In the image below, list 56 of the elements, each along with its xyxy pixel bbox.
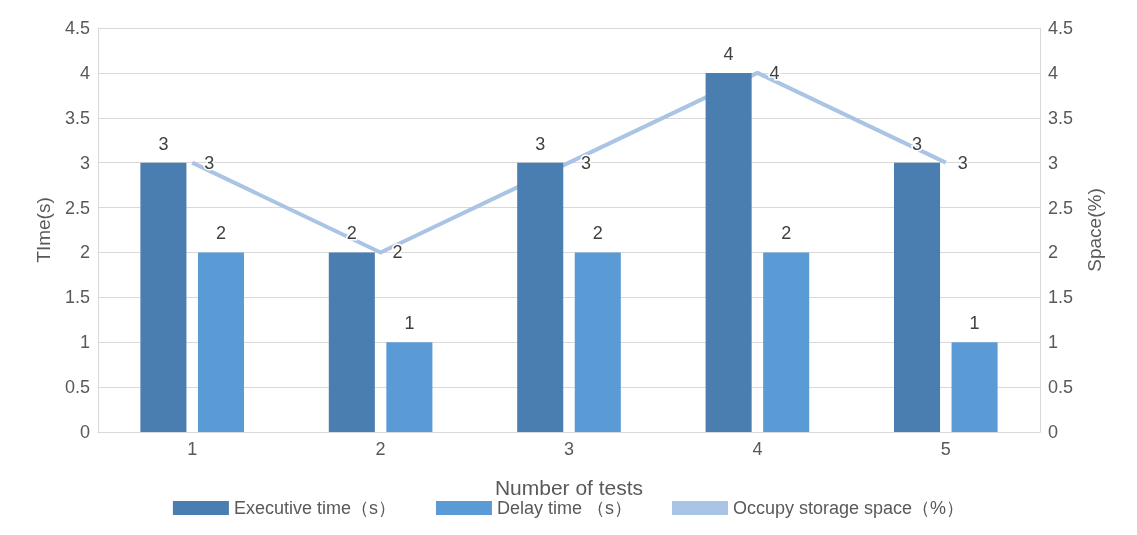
bar (328, 252, 375, 432)
y2-axis-title: Space(%) (1084, 188, 1105, 272)
data-label: 2 (346, 223, 357, 244)
y2-tick-label: 3.5 (1048, 107, 1074, 128)
bar (197, 252, 245, 432)
y-tick-label: 0 (79, 422, 90, 442)
data-label: 4 (723, 43, 734, 64)
y-axis-title: TIme(s) (33, 197, 54, 263)
legend-label: Delay time （s） (496, 498, 632, 518)
y2-tick-label: 2 (1048, 242, 1059, 263)
y2-tick-label: 2.5 (1048, 197, 1074, 218)
bar (893, 162, 941, 432)
y-tick-label: 4 (79, 62, 90, 83)
y2-tick-label: 3 (1048, 152, 1059, 173)
data-label: 4 (769, 62, 780, 83)
y-tick-label: 1 (79, 332, 90, 353)
y2-tick-label: 1 (1048, 332, 1059, 353)
x-axis-title: Number of tests (494, 476, 644, 499)
y2-tick-label: 1.5 (1048, 287, 1074, 308)
y2-tick-label: 0.5 (1048, 377, 1074, 398)
bar (517, 162, 564, 432)
data-label: 3 (535, 133, 546, 154)
y2-tick-label: 0 (1048, 422, 1059, 442)
data-label: 3 (204, 152, 215, 173)
x-tick-label: 3 (563, 439, 575, 459)
y-tick-label: 4.5 (64, 18, 90, 38)
y-tick-label: 2.5 (64, 197, 90, 218)
data-label: 1 (404, 313, 415, 334)
y-tick-label: 3 (79, 152, 90, 173)
y2-tick-label: 4 (1048, 62, 1059, 83)
data-label: 2 (392, 242, 403, 263)
bar (705, 72, 752, 432)
data-label: 2 (781, 223, 792, 244)
x-tick-label: 4 (752, 439, 763, 459)
y-tick-label: 2 (79, 242, 90, 263)
y-tick-label: 3.5 (64, 107, 90, 128)
data-label: 3 (581, 152, 592, 173)
data-label: 3 (158, 133, 169, 154)
bar (574, 252, 621, 432)
y-tick-label: 0.5 (64, 377, 90, 398)
x-tick-label: 5 (940, 439, 951, 459)
data-label: 2 (215, 223, 226, 244)
legend-label: Executive time（s） (233, 498, 396, 518)
y2-tick-label: 4.5 (1048, 18, 1074, 38)
bar (951, 342, 998, 432)
bar (386, 342, 433, 432)
data-label: 3 (912, 133, 923, 154)
x-tick-label: 2 (375, 439, 386, 459)
y-tick-label: 1.5 (64, 287, 90, 308)
bar (763, 252, 810, 432)
legend-label: Occupy storage space（%） (732, 498, 965, 518)
data-label: 3 (957, 152, 968, 173)
data-label: 1 (969, 313, 980, 334)
bar (140, 162, 187, 432)
x-tick-label: 1 (187, 439, 198, 459)
data-label: 2 (592, 223, 603, 244)
